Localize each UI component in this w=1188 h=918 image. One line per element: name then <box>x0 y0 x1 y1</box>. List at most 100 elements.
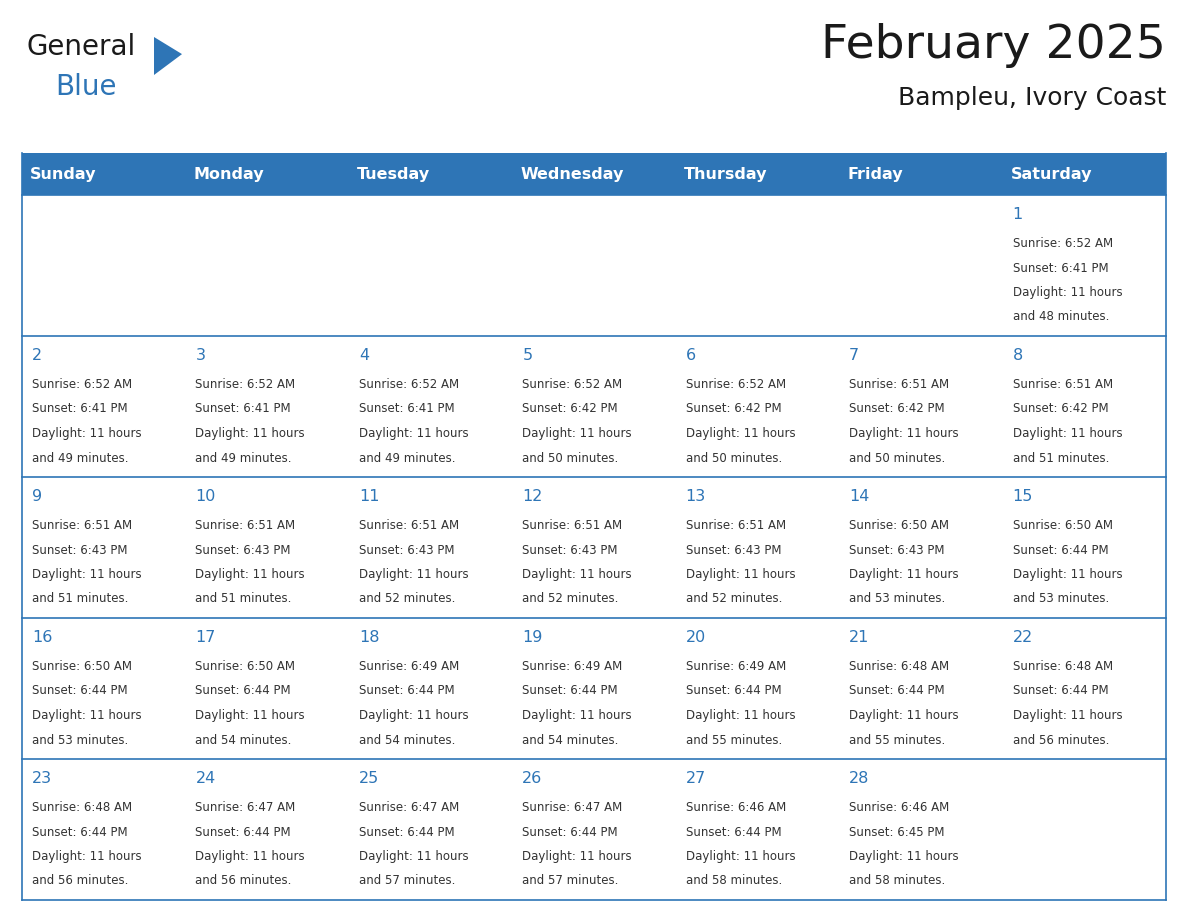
Text: 13: 13 <box>685 489 706 504</box>
Text: Sunrise: 6:46 AM: Sunrise: 6:46 AM <box>849 801 949 814</box>
Text: Daylight: 11 hours: Daylight: 11 hours <box>32 709 141 722</box>
Text: Daylight: 11 hours: Daylight: 11 hours <box>849 709 959 722</box>
Text: Friday: Friday <box>847 166 903 182</box>
Text: Sunset: 6:44 PM: Sunset: 6:44 PM <box>196 685 291 698</box>
Text: 8: 8 <box>1012 348 1023 363</box>
Text: 4: 4 <box>359 348 369 363</box>
Text: Sunset: 6:42 PM: Sunset: 6:42 PM <box>849 402 944 416</box>
Text: and 55 minutes.: and 55 minutes. <box>685 733 782 746</box>
Text: and 48 minutes.: and 48 minutes. <box>1012 310 1108 323</box>
Text: Sunrise: 6:52 AM: Sunrise: 6:52 AM <box>196 378 296 391</box>
Text: 1: 1 <box>1012 207 1023 222</box>
Text: Sunrise: 6:49 AM: Sunrise: 6:49 AM <box>685 660 786 673</box>
Text: Sunrise: 6:49 AM: Sunrise: 6:49 AM <box>359 660 459 673</box>
Text: February 2025: February 2025 <box>821 23 1165 68</box>
Text: and 58 minutes.: and 58 minutes. <box>685 875 782 888</box>
Text: Daylight: 11 hours: Daylight: 11 hours <box>359 850 468 863</box>
Text: and 55 minutes.: and 55 minutes. <box>849 733 946 746</box>
Text: Sunset: 6:44 PM: Sunset: 6:44 PM <box>32 685 127 698</box>
Text: Sunrise: 6:47 AM: Sunrise: 6:47 AM <box>523 801 623 814</box>
Text: Sunset: 6:43 PM: Sunset: 6:43 PM <box>849 543 944 556</box>
Text: Sunrise: 6:50 AM: Sunrise: 6:50 AM <box>196 660 296 673</box>
Text: 12: 12 <box>523 489 543 504</box>
Text: 10: 10 <box>196 489 216 504</box>
Text: Daylight: 11 hours: Daylight: 11 hours <box>523 568 632 581</box>
Text: Sunrise: 6:52 AM: Sunrise: 6:52 AM <box>523 378 623 391</box>
Text: Sunset: 6:44 PM: Sunset: 6:44 PM <box>523 685 618 698</box>
Text: Sunset: 6:41 PM: Sunset: 6:41 PM <box>196 402 291 416</box>
Text: Sunrise: 6:52 AM: Sunrise: 6:52 AM <box>1012 237 1113 250</box>
Text: 20: 20 <box>685 630 706 645</box>
Text: Sunset: 6:44 PM: Sunset: 6:44 PM <box>32 825 127 838</box>
Text: Sunrise: 6:51 AM: Sunrise: 6:51 AM <box>196 519 296 532</box>
Text: Daylight: 11 hours: Daylight: 11 hours <box>1012 709 1123 722</box>
Text: and 49 minutes.: and 49 minutes. <box>32 452 128 465</box>
Text: Sunrise: 6:51 AM: Sunrise: 6:51 AM <box>685 519 785 532</box>
Text: Daylight: 11 hours: Daylight: 11 hours <box>849 427 959 440</box>
Text: Daylight: 11 hours: Daylight: 11 hours <box>685 568 795 581</box>
Text: Daylight: 11 hours: Daylight: 11 hours <box>849 568 959 581</box>
Polygon shape <box>154 37 182 75</box>
Text: Daylight: 11 hours: Daylight: 11 hours <box>359 427 468 440</box>
Text: 2: 2 <box>32 348 42 363</box>
Text: and 54 minutes.: and 54 minutes. <box>196 733 292 746</box>
Text: Daylight: 11 hours: Daylight: 11 hours <box>359 568 468 581</box>
Text: Sunset: 6:41 PM: Sunset: 6:41 PM <box>1012 262 1108 274</box>
Bar <box>23 153 1165 195</box>
Text: Daylight: 11 hours: Daylight: 11 hours <box>32 427 141 440</box>
Text: Sunrise: 6:46 AM: Sunrise: 6:46 AM <box>685 801 786 814</box>
Text: Daylight: 11 hours: Daylight: 11 hours <box>523 709 632 722</box>
Text: Saturday: Saturday <box>1011 166 1092 182</box>
Text: Tuesday: Tuesday <box>358 166 430 182</box>
Text: Daylight: 11 hours: Daylight: 11 hours <box>849 850 959 863</box>
Text: Sunset: 6:44 PM: Sunset: 6:44 PM <box>523 825 618 838</box>
Text: Sunrise: 6:51 AM: Sunrise: 6:51 AM <box>32 519 132 532</box>
Text: Daylight: 11 hours: Daylight: 11 hours <box>1012 568 1123 581</box>
Text: Daylight: 11 hours: Daylight: 11 hours <box>685 850 795 863</box>
Text: and 56 minutes.: and 56 minutes. <box>1012 733 1108 746</box>
Text: and 54 minutes.: and 54 minutes. <box>523 733 619 746</box>
Text: and 51 minutes.: and 51 minutes. <box>1012 452 1108 465</box>
Text: Sunset: 6:42 PM: Sunset: 6:42 PM <box>1012 402 1108 416</box>
Text: and 52 minutes.: and 52 minutes. <box>523 592 619 606</box>
Text: Daylight: 11 hours: Daylight: 11 hours <box>359 709 468 722</box>
Text: and 58 minutes.: and 58 minutes. <box>849 875 946 888</box>
Text: Sunset: 6:44 PM: Sunset: 6:44 PM <box>196 825 291 838</box>
Text: 11: 11 <box>359 489 379 504</box>
Text: Sunset: 6:44 PM: Sunset: 6:44 PM <box>685 685 782 698</box>
Text: Sunrise: 6:48 AM: Sunrise: 6:48 AM <box>32 801 132 814</box>
Text: 21: 21 <box>849 630 870 645</box>
Text: 3: 3 <box>196 348 206 363</box>
Text: Sunrise: 6:51 AM: Sunrise: 6:51 AM <box>1012 378 1113 391</box>
Text: and 56 minutes.: and 56 minutes. <box>196 875 292 888</box>
Text: Sunrise: 6:49 AM: Sunrise: 6:49 AM <box>523 660 623 673</box>
Text: Sunset: 6:43 PM: Sunset: 6:43 PM <box>359 543 454 556</box>
Text: Monday: Monday <box>194 166 264 182</box>
Text: and 57 minutes.: and 57 minutes. <box>523 875 619 888</box>
Text: 18: 18 <box>359 630 379 645</box>
Text: 28: 28 <box>849 771 870 786</box>
Text: 16: 16 <box>32 630 52 645</box>
Text: Sunrise: 6:52 AM: Sunrise: 6:52 AM <box>359 378 459 391</box>
Text: Sunset: 6:44 PM: Sunset: 6:44 PM <box>685 825 782 838</box>
Text: Sunset: 6:43 PM: Sunset: 6:43 PM <box>523 543 618 556</box>
Text: Daylight: 11 hours: Daylight: 11 hours <box>196 709 305 722</box>
Text: 19: 19 <box>523 630 543 645</box>
Text: and 50 minutes.: and 50 minutes. <box>523 452 619 465</box>
Text: Daylight: 11 hours: Daylight: 11 hours <box>685 427 795 440</box>
Text: Daylight: 11 hours: Daylight: 11 hours <box>32 568 141 581</box>
Text: Blue: Blue <box>55 73 116 101</box>
Text: 25: 25 <box>359 771 379 786</box>
Text: 23: 23 <box>32 771 52 786</box>
Text: 9: 9 <box>32 489 42 504</box>
Text: Bampleu, Ivory Coast: Bampleu, Ivory Coast <box>898 86 1165 110</box>
Text: 15: 15 <box>1012 489 1032 504</box>
Text: Sunset: 6:43 PM: Sunset: 6:43 PM <box>196 543 291 556</box>
Text: Sunrise: 6:51 AM: Sunrise: 6:51 AM <box>849 378 949 391</box>
Text: Sunset: 6:45 PM: Sunset: 6:45 PM <box>849 825 944 838</box>
Text: Sunset: 6:42 PM: Sunset: 6:42 PM <box>523 402 618 416</box>
Text: and 52 minutes.: and 52 minutes. <box>359 592 455 606</box>
Text: Daylight: 11 hours: Daylight: 11 hours <box>196 850 305 863</box>
Text: Sunrise: 6:52 AM: Sunrise: 6:52 AM <box>685 378 785 391</box>
Text: and 49 minutes.: and 49 minutes. <box>196 452 292 465</box>
